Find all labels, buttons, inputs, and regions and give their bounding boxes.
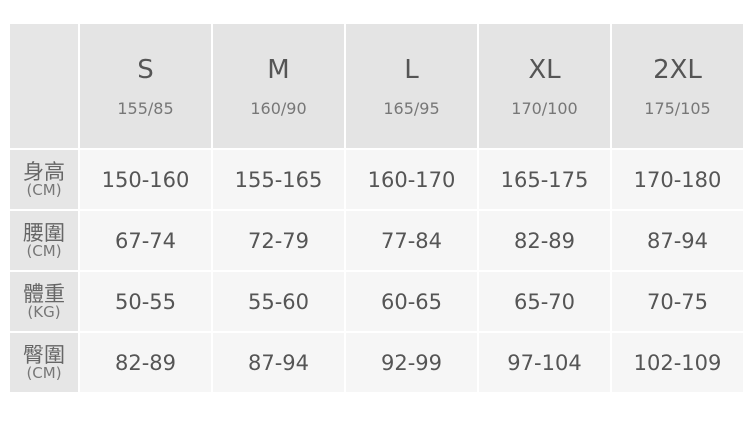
size-label: XL [528, 54, 561, 85]
measure-name: 臀圍 [23, 342, 65, 367]
size-label: S [137, 54, 154, 85]
table-cell: 160-170 [346, 150, 477, 209]
table-row: 臀圍 (CM) 82-89 87-94 92-99 97-104 102-109 [10, 333, 743, 392]
table-cell: 67-74 [80, 211, 211, 270]
size-header: S 155/85 [80, 24, 211, 148]
table-cell: 87-94 [213, 333, 344, 392]
header-row: S 155/85 M 160/90 L 165/95 XL 170/100 2XL 175… [10, 24, 743, 148]
measure-name: 身高 [23, 159, 65, 184]
table-cell: 55-60 [213, 272, 344, 331]
size-spec: 165/95 [383, 98, 440, 118]
measure-unit: (CM) [26, 241, 62, 260]
table-cell: 50-55 [80, 272, 211, 331]
row-label: 體重 (KG) [10, 272, 78, 331]
size-spec: 155/85 [117, 98, 174, 118]
row-label: 臀圍 (CM) [10, 333, 78, 392]
size-header: M 160/90 [213, 24, 344, 148]
table-cell: 72-79 [213, 211, 344, 270]
table-cell: 82-89 [80, 333, 211, 392]
table-cell: 65-70 [479, 272, 610, 331]
row-label: 腰圍 (CM) [10, 211, 78, 270]
measure-name: 體重 [23, 281, 65, 306]
size-spec: 170/100 [511, 98, 578, 118]
measure-unit: (KG) [27, 302, 61, 321]
table-cell: 155-165 [213, 150, 344, 209]
measure-unit: (CM) [26, 180, 62, 199]
size-header: 2XL 175/105 [612, 24, 743, 148]
size-spec: 160/90 [250, 98, 307, 118]
corner-cell [10, 24, 78, 148]
size-label: L [404, 54, 419, 85]
size-header: L 165/95 [346, 24, 477, 148]
table-cell: 92-99 [346, 333, 477, 392]
table-cell: 60-65 [346, 272, 477, 331]
table-cell: 87-94 [612, 211, 743, 270]
table-row: 身高 (CM) 150-160 155-165 160-170 165-175 170-18… [10, 150, 743, 209]
table-cell: 97-104 [479, 333, 610, 392]
table-cell: 165-175 [479, 150, 610, 209]
row-label: 身高 (CM) [10, 150, 78, 209]
size-chart-table: S 155/85 M 160/90 L 165/95 XL 170/100 2XL 175… [8, 22, 745, 394]
size-spec: 175/105 [644, 98, 711, 118]
measure-unit: (CM) [26, 363, 62, 382]
table-cell: 77-84 [346, 211, 477, 270]
table-cell: 102-109 [612, 333, 743, 392]
table-row: 腰圍 (CM) 67-74 72-79 77-84 82-89 87-94 [10, 211, 743, 270]
table-row: 體重 (KG) 50-55 55-60 60-65 65-70 70-75 [10, 272, 743, 331]
size-label: M [267, 54, 290, 85]
table-cell: 70-75 [612, 272, 743, 331]
size-header: XL 170/100 [479, 24, 610, 148]
table-cell: 150-160 [80, 150, 211, 209]
measure-name: 腰圍 [23, 220, 65, 245]
table-cell: 82-89 [479, 211, 610, 270]
size-label: 2XL [653, 54, 702, 85]
table-cell: 170-180 [612, 150, 743, 209]
